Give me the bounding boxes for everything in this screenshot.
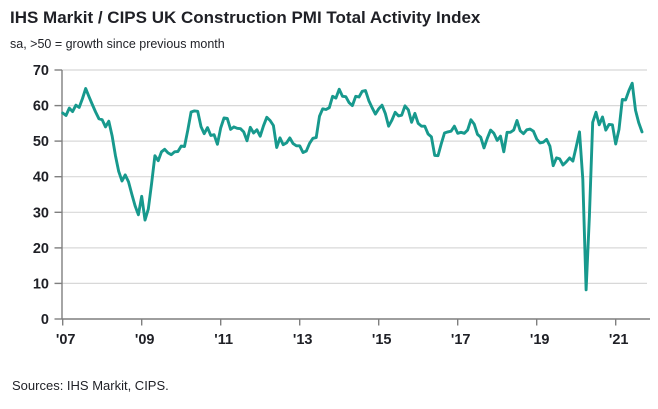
x-tick-label: '13: [293, 332, 313, 348]
chart-subtitle: sa, >50 = growth since previous month: [10, 37, 225, 51]
y-tick-label: 30: [33, 205, 49, 221]
y-tick-label: 40: [33, 170, 49, 186]
y-tick-label: 0: [41, 312, 49, 328]
x-tick-label: '09: [135, 332, 155, 348]
x-tick-label: '21: [609, 332, 629, 348]
y-tick-label: 20: [33, 241, 49, 257]
y-tick-label: 10: [33, 276, 49, 292]
x-tick-label: '19: [530, 332, 550, 348]
line-chart: 0 10 20 30 40 50 60 70 '07 '09 '11 '13 '15 '17 '19 '21: [33, 63, 650, 348]
x-tick-label: '07: [56, 332, 76, 348]
x-tick-label: '11: [214, 332, 233, 348]
source-note: Sources: IHS Markit, CIPS.: [12, 378, 169, 393]
x-tick-label: '17: [451, 332, 471, 348]
chart-title: IHS Markit / CIPS UK Construction PMI To…: [10, 8, 481, 27]
pmi-series-line: [61, 81, 644, 292]
y-tick-label: 60: [33, 99, 49, 115]
x-tick-label: '15: [372, 332, 392, 348]
y-tick-label: 70: [33, 63, 49, 79]
y-tick-label: 50: [33, 134, 49, 150]
